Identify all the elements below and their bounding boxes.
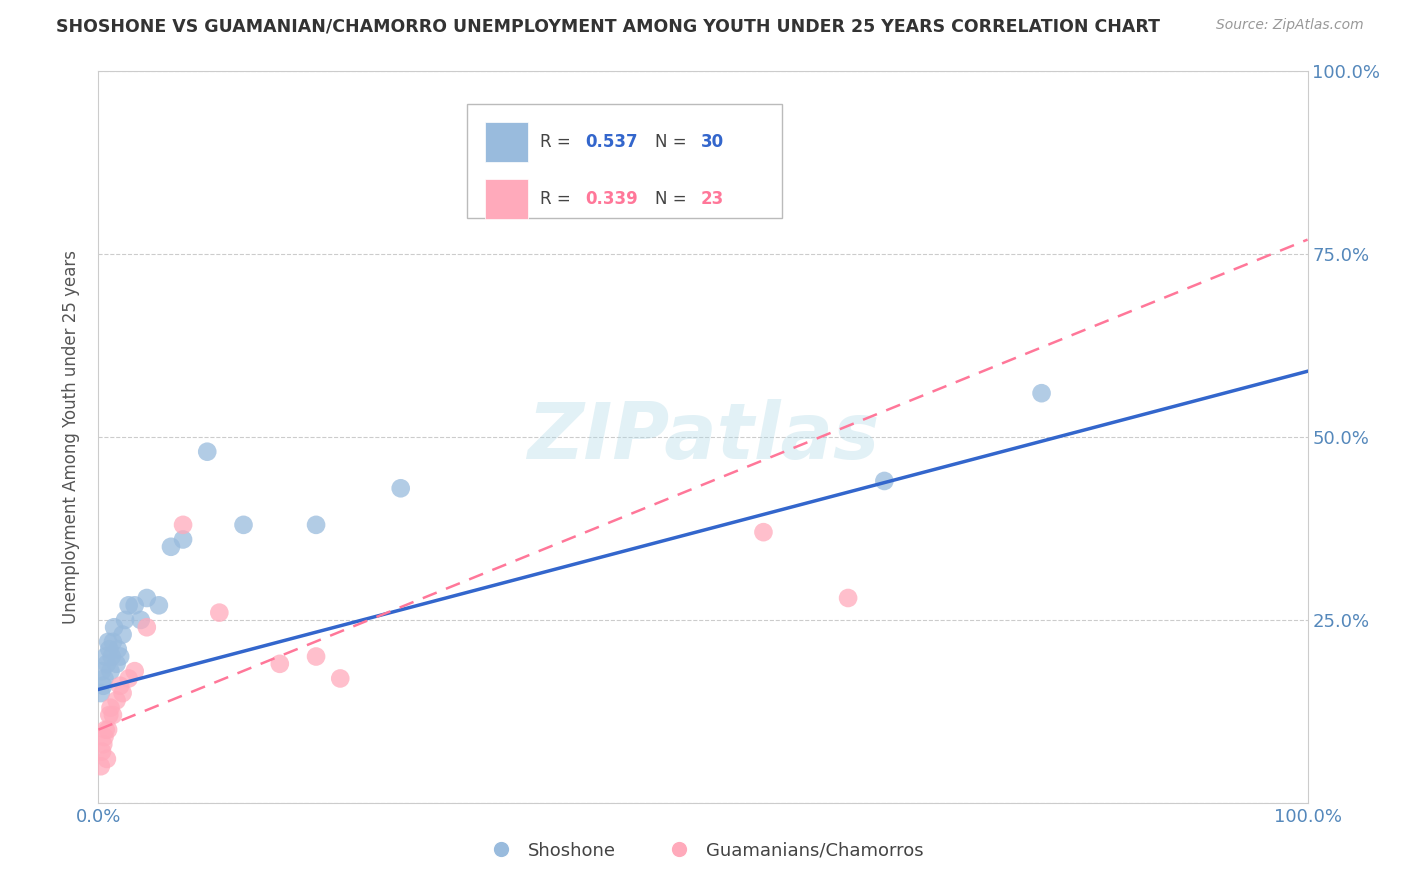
Point — [873, 474, 896, 488]
Point — [114, 613, 136, 627]
Point — [118, 672, 141, 686]
Point — [135, 620, 157, 634]
Point — [172, 533, 194, 547]
Point — [108, 649, 131, 664]
Point — [93, 730, 115, 744]
Point — [96, 657, 118, 671]
Point — [108, 679, 131, 693]
Text: SHOSHONE VS GUAMANIAN/CHAMORRO UNEMPLOYMENT AMONG YOUTH UNDER 25 YEARS CORRELATI: SHOSHONE VS GUAMANIAN/CHAMORRO UNEMPLOYM… — [56, 18, 1160, 36]
Point — [98, 708, 121, 723]
Point — [100, 649, 122, 664]
Point — [91, 745, 114, 759]
Legend: Shoshone, Guamanians/Chamorros: Shoshone, Guamanians/Chamorros — [475, 835, 931, 867]
Point — [195, 444, 218, 458]
Point — [837, 591, 859, 605]
Point — [269, 657, 291, 671]
Point — [111, 686, 134, 700]
Text: 0.339: 0.339 — [586, 190, 638, 209]
Point — [329, 672, 352, 686]
Point — [172, 517, 194, 532]
Point — [208, 606, 231, 620]
Point — [107, 642, 129, 657]
Point — [91, 664, 114, 678]
Text: 30: 30 — [700, 133, 724, 152]
Point — [100, 664, 122, 678]
Point — [97, 723, 120, 737]
Point — [90, 759, 112, 773]
Point — [91, 737, 114, 751]
Text: 23: 23 — [700, 190, 724, 209]
Point — [135, 591, 157, 605]
Point — [305, 517, 328, 532]
Point — [148, 599, 170, 613]
Point — [96, 752, 118, 766]
Point — [305, 649, 328, 664]
Point — [160, 540, 183, 554]
Bar — [467, 104, 782, 218]
Point — [93, 672, 115, 686]
Point — [103, 620, 125, 634]
Y-axis label: Unemployment Among Youth under 25 years: Unemployment Among Youth under 25 years — [62, 250, 80, 624]
Point — [101, 708, 124, 723]
Text: 0.537: 0.537 — [586, 133, 638, 152]
Point — [1031, 386, 1053, 401]
Text: Source: ZipAtlas.com: Source: ZipAtlas.com — [1216, 18, 1364, 32]
Text: N =: N = — [655, 190, 692, 209]
Point — [97, 635, 120, 649]
Bar — [485, 179, 527, 219]
Point — [389, 481, 412, 495]
Point — [124, 664, 146, 678]
Point — [232, 517, 254, 532]
Text: R =: R = — [540, 133, 576, 152]
Point — [101, 635, 124, 649]
Point — [94, 649, 117, 664]
Point — [105, 693, 128, 707]
Point — [118, 599, 141, 613]
Point — [90, 686, 112, 700]
Point — [98, 642, 121, 657]
Point — [105, 657, 128, 671]
Point — [752, 525, 775, 540]
Text: ZIPatlas: ZIPatlas — [527, 399, 879, 475]
Point — [124, 599, 146, 613]
Text: N =: N = — [655, 133, 692, 152]
Point — [94, 723, 117, 737]
Bar — [485, 122, 527, 162]
Point — [91, 679, 114, 693]
Point — [111, 627, 134, 641]
Text: R =: R = — [540, 190, 576, 209]
Point — [100, 700, 122, 714]
Point — [129, 613, 152, 627]
